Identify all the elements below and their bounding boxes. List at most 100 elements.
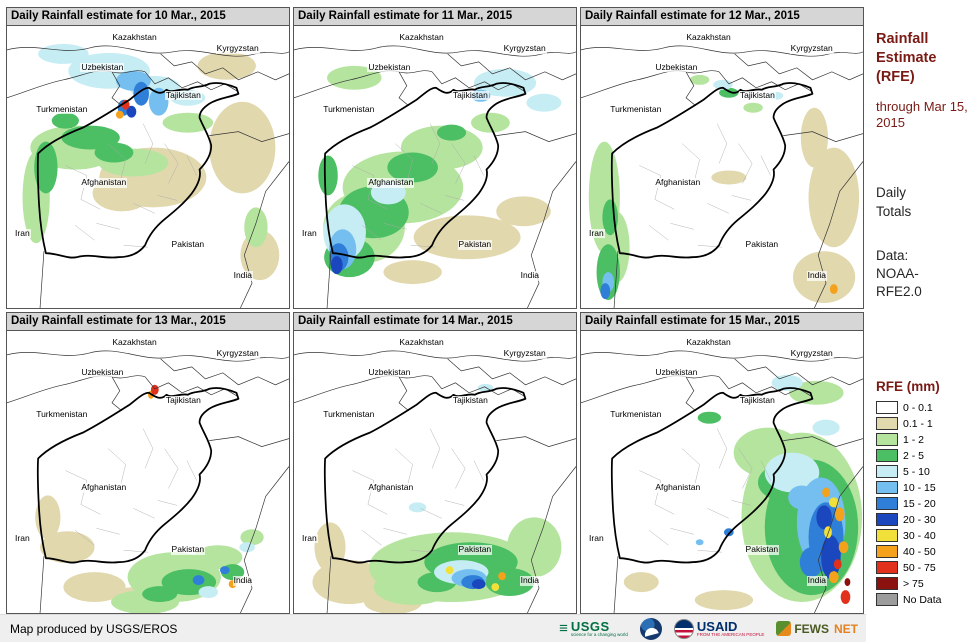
country-label-kyrgyzstan: Kyrgyzstan (215, 348, 260, 359)
map-credit: Map produced by USGS/EROS (10, 621, 178, 636)
country-label-uzbekistan: Uzbekistan (367, 61, 412, 72)
rainfall-layer (318, 65, 562, 285)
rain-area-lightgreen (743, 102, 763, 113)
rainfall-layer (22, 43, 280, 281)
usaid-wordmark: USAID (696, 618, 738, 634)
country-label-tajikistan: Tajikistan (451, 394, 489, 406)
map-panel-title: Daily Rainfall estimate for 13 Mar., 201… (6, 312, 290, 330)
map-panel-title: Daily Rainfall estimate for 10 Mar., 201… (6, 7, 290, 25)
country-label-kyrgyzstan: Kyrgyzstan (502, 348, 547, 359)
legend-label: 0 - 0.1 (903, 401, 933, 414)
rain-area-tan (800, 107, 828, 168)
legend-row: 2 - 5 (876, 449, 973, 463)
fewsnet-logo: FEWS NET (776, 621, 858, 636)
country-label-pakistan: Pakistan (457, 239, 493, 250)
country-label-turkmenistan: Turkmenistan (35, 408, 89, 420)
legend-swatch (876, 561, 898, 575)
country-label-turkmenistan: Turkmenistan (322, 408, 376, 420)
legend-list: 0 - 0.1 0.1 - 1 1 - 2 2 - 5 5 - 10 10 - … (876, 401, 973, 607)
legend-swatch (876, 449, 898, 463)
rain-area-tan (209, 101, 276, 194)
rainfall-map-svg (7, 349, 289, 613)
rain-area-orange (838, 541, 849, 554)
usaid-seal-icon (673, 618, 694, 639)
map-panel-title: Daily Rainfall estimate for 14 Mar., 201… (293, 312, 577, 330)
country-label-iran: Iran (301, 228, 318, 239)
rain-area-tan (383, 260, 442, 285)
rainfall-map-svg (294, 44, 576, 308)
map-panel-5: Daily Rainfall estimate for 15 Mar., 201… (580, 312, 864, 614)
rain-area-blue (600, 283, 611, 300)
rain-area-tan (197, 51, 256, 80)
map-panel-1: Daily Rainfall estimate for 11 Mar., 201… (293, 7, 577, 309)
rain-area-orange (498, 572, 506, 581)
map-canvas: Kazakhstan Kyrgyzstan Uzbekistan Tajikistan… (580, 330, 864, 614)
country-label-kazakhstan: Kazakhstan (111, 337, 158, 348)
map-grid: Daily Rainfall estimate for 10 Mar., 201… (6, 7, 864, 614)
legend-label: 15 - 20 (903, 497, 936, 510)
rain-area-darkblue (471, 579, 486, 590)
legend-row: No Data (876, 593, 973, 607)
legend-row: 40 - 50 (876, 545, 973, 559)
country-label-pakistan: Pakistan (457, 544, 493, 555)
rain-area-green (719, 87, 739, 98)
rain-area-cyan (764, 452, 820, 493)
legend-swatch (876, 433, 898, 447)
country-label-india: India (519, 575, 541, 586)
rain-area-darkblue (816, 505, 832, 530)
rain-area-green (436, 124, 467, 141)
rain-area-lightgreen (162, 112, 214, 133)
rain-area-tan (40, 531, 95, 564)
country-label-pakistan: Pakistan (744, 544, 780, 555)
country-label-tajikistan: Tajikistan (164, 394, 202, 406)
country-label-india: India (806, 270, 828, 281)
legend-label: 30 - 40 (903, 529, 936, 542)
rain-area-green (697, 411, 722, 424)
sidebar-through-date: through Mar 15, 2015 (876, 98, 968, 131)
rain-area-lightgreen (470, 112, 510, 133)
rain-area-blue (192, 575, 205, 586)
legend-label: > 75 (903, 577, 924, 590)
rain-area-lightblue (788, 485, 816, 510)
legend-row: 1 - 2 (876, 433, 973, 447)
country-label-afghanistan: Afghanistan (80, 177, 128, 188)
map-canvas: Kazakhstan Kyrgyzstan Uzbekistan Tajikistan… (6, 25, 290, 309)
country-label-tajikistan: Tajikistan (451, 89, 489, 101)
rain-area-darkblue (330, 256, 343, 275)
legend-swatch (876, 545, 898, 559)
legend-row: 20 - 30 (876, 513, 973, 527)
maps-area: Daily Rainfall estimate for 10 Mar., 201… (0, 7, 866, 642)
legend-label: 50 - 75 (903, 561, 936, 574)
legend-row: 15 - 20 (876, 497, 973, 511)
rain-area-cyan (38, 43, 89, 64)
usaid-tagline: FROM THE AMERICAN PEOPLE (696, 631, 765, 637)
legend-swatch (876, 529, 898, 543)
legend-swatch (876, 513, 898, 527)
fewsnet-globe-icon (776, 621, 792, 636)
usaid-logo: USAID FROM THE AMERICAN PEOPLE (673, 618, 765, 639)
legend-row: 0.1 - 1 (876, 417, 973, 431)
legend-row: 50 - 75 (876, 561, 973, 575)
country-label-kazakhstan: Kazakhstan (398, 337, 445, 348)
country-label-kyrgyzstan: Kyrgyzstan (789, 348, 834, 359)
usgs-wordmark: USGS (570, 618, 610, 634)
rain-area-green (51, 112, 79, 129)
country-label-iran: Iran (301, 533, 318, 544)
country-label-turkmenistan: Turkmenistan (609, 103, 663, 115)
country-label-uzbekistan: Uzbekistan (654, 366, 699, 377)
country-label-india: India (519, 270, 541, 281)
rain-area-orange (834, 507, 845, 522)
country-label-iran: Iran (14, 533, 31, 544)
rain-area-tan (413, 215, 521, 260)
legend-label: 5 - 10 (903, 465, 930, 478)
rain-area-blue (219, 566, 230, 575)
legend-row: 5 - 10 (876, 465, 973, 479)
legend-swatch (876, 497, 898, 511)
rain-area-darkred (844, 578, 851, 587)
rain-area-tan (808, 147, 860, 248)
legend-swatch (876, 401, 898, 415)
logo-row: ≡ USGS science for a changing world USAI… (559, 617, 858, 640)
rain-area-red (840, 590, 851, 605)
country-label-kazakhstan: Kazakhstan (685, 32, 732, 43)
